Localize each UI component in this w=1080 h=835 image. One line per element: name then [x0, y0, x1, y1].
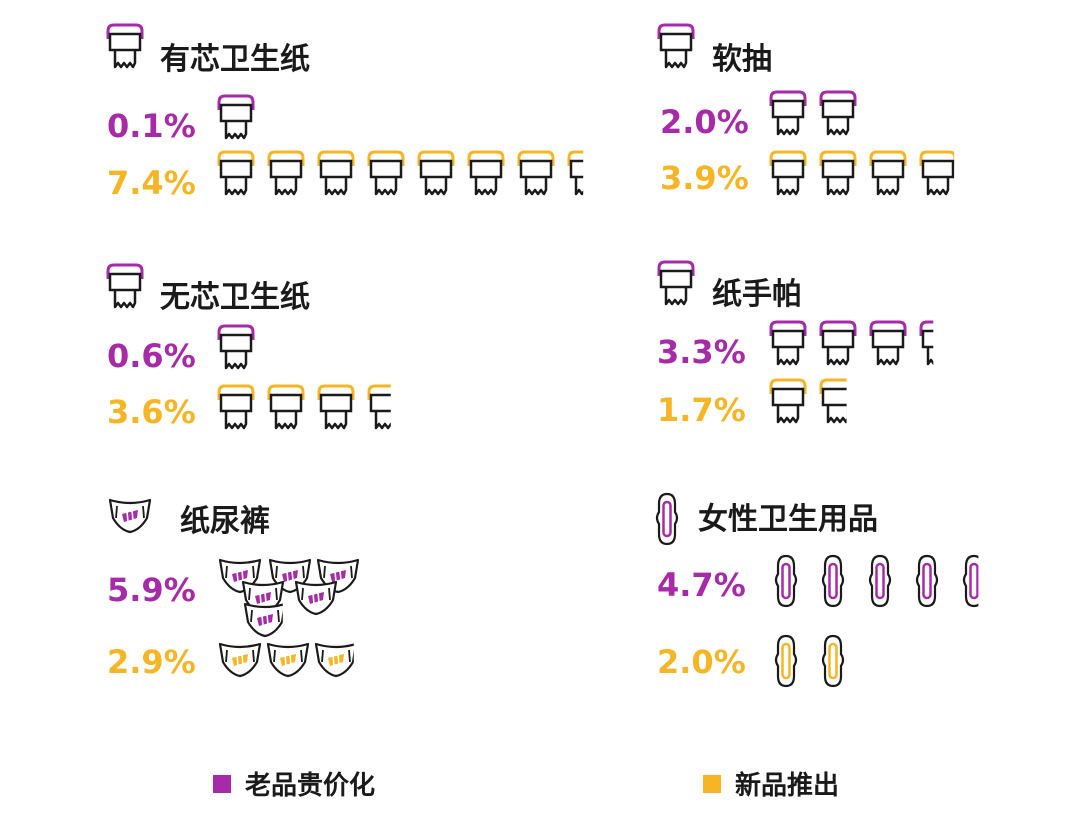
pad-feminine-care-old-3	[868, 554, 892, 608]
pct-handkerchief-old: 3.3%	[657, 333, 746, 371]
roll-rolled-tissue-new-6	[467, 150, 505, 196]
roll-soft-tissue-new-2	[819, 150, 857, 196]
roll-handkerchief-old-2	[819, 320, 857, 366]
diaper-new-3	[314, 642, 354, 678]
roll-coreless-tissue-new-4	[367, 384, 391, 430]
roll-soft-tissue-old-1	[769, 90, 807, 136]
roll-rolled-tissue-new-3	[317, 150, 355, 196]
diaper-old-5	[294, 580, 338, 616]
pct-soft-tissue-new: 3.9%	[660, 159, 749, 197]
legend-swatch-purple	[213, 774, 231, 793]
roll-coreless-tissue-old-1	[217, 324, 255, 370]
roll-soft-tissue-new-3	[869, 150, 907, 196]
roll-rolled-tissue-new-5	[417, 150, 455, 196]
pad-feminine-care-old-2	[821, 554, 845, 608]
legend-item-old-premium: 老品贵价化	[213, 765, 375, 802]
pad-feminine-care-old-5	[962, 554, 979, 608]
category-title-coreless-tissue: 无芯卫生纸	[160, 280, 310, 315]
category-title-handkerchief: 纸手帕	[712, 277, 802, 312]
roll-soft-tissue-old-2	[819, 90, 857, 136]
pad-feminine-care-new-2	[821, 634, 845, 688]
legend-swatch-yellow	[703, 774, 721, 793]
roll-coreless-tissue-new-1	[217, 384, 255, 430]
roll-coreless-tissue-new-2	[267, 384, 305, 430]
diaper-new-1	[218, 642, 262, 678]
pad-feminine-care-new-1	[774, 634, 798, 688]
sanitary-pad-icon-header	[655, 492, 679, 546]
roll-coreless-tissue-new-3	[317, 384, 355, 430]
pct-feminine-care-old: 4.7%	[657, 566, 746, 604]
category-title-feminine-care: 女性卫生用品	[698, 502, 878, 537]
roll-rolled-tissue-new-1	[217, 150, 255, 196]
toilet-roll-icon-header-soft-tissue	[657, 23, 695, 69]
diaper-icon-header	[108, 498, 152, 534]
diaper-old-4	[241, 580, 285, 616]
roll-rolled-tissue-new-7	[517, 150, 555, 196]
roll-handkerchief-old-4	[919, 320, 934, 366]
roll-handkerchief-old-1	[769, 320, 807, 366]
toilet-roll-icon-header-handkerchief	[657, 260, 695, 306]
pct-diaper-old: 5.9%	[107, 571, 196, 609]
diaper-new-2	[266, 642, 310, 678]
pct-rolled-tissue-new: 7.4%	[107, 164, 196, 202]
roll-rolled-tissue-new-2	[267, 150, 305, 196]
pct-diaper-new: 2.9%	[107, 643, 196, 681]
roll-handkerchief-old-3	[869, 320, 907, 366]
roll-soft-tissue-new-1	[769, 150, 807, 196]
pad-feminine-care-old-4	[915, 554, 939, 608]
toilet-roll-icon-header-rolled-tissue	[106, 23, 144, 69]
roll-rolled-tissue-new-8	[567, 150, 584, 196]
diaper-old-1	[218, 558, 262, 594]
pct-soft-tissue-old: 2.0%	[660, 103, 749, 141]
pct-rolled-tissue-old: 0.1%	[107, 107, 196, 145]
category-title-soft-tissue: 软抽	[712, 42, 772, 77]
roll-rolled-tissue-old-1	[217, 94, 255, 140]
toilet-roll-icon-header-coreless-tissue	[106, 263, 144, 309]
legend-label-new-launch: 新品推出	[735, 771, 840, 801]
legend-item-new-launch: 新品推出	[703, 765, 839, 802]
roll-handkerchief-new-1	[769, 378, 807, 424]
category-title-diaper: 纸尿裤	[180, 504, 270, 539]
diaper-old-3	[316, 558, 360, 594]
pad-feminine-care-old-1	[774, 554, 798, 608]
legend-label-old-premium: 老品贵价化	[245, 771, 376, 801]
pct-coreless-tissue-old: 0.6%	[107, 337, 196, 375]
pct-handkerchief-new: 1.7%	[657, 391, 746, 429]
diaper-old-2	[268, 558, 312, 594]
category-title-rolled-tissue: 有芯卫生纸	[160, 42, 310, 77]
pct-coreless-tissue-new: 3.6%	[107, 393, 196, 431]
pct-feminine-care-new: 2.0%	[657, 643, 746, 681]
roll-rolled-tissue-new-4	[367, 150, 405, 196]
roll-handkerchief-new-2	[819, 378, 847, 424]
diaper-old-6	[243, 602, 283, 638]
roll-soft-tissue-new-4	[919, 150, 955, 196]
